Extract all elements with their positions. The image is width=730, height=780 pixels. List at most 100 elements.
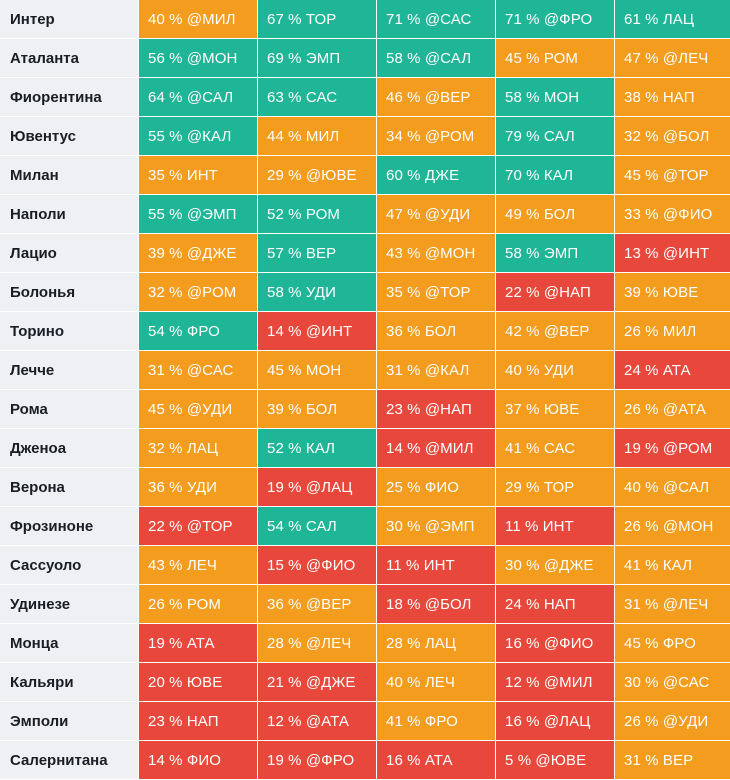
team-name: Рома: [0, 390, 138, 428]
match-cell: 40 % @МИЛ: [139, 0, 257, 38]
match-cell: 20 % ЮВЕ: [139, 663, 257, 701]
match-cell: 25 % ФИО: [377, 468, 495, 506]
match-cell: 39 % ЮВЕ: [615, 273, 730, 311]
match-cell: 54 % ФРО: [139, 312, 257, 350]
match-cell: 31 % @САС: [139, 351, 257, 389]
match-cell: 14 % @ИНТ: [258, 312, 376, 350]
match-cell: 39 % БОЛ: [258, 390, 376, 428]
match-cell: 40 % УДИ: [496, 351, 614, 389]
match-cell: 14 % @МИЛ: [377, 429, 495, 467]
team-name: Дженоа: [0, 429, 138, 467]
team-name: Фиорентина: [0, 78, 138, 116]
match-cell: 46 % @ВЕР: [377, 78, 495, 116]
match-cell: 26 % МИЛ: [615, 312, 730, 350]
match-cell: 23 % @НАП: [377, 390, 495, 428]
match-cell: 41 % ФРО: [377, 702, 495, 740]
team-name: Ювентус: [0, 117, 138, 155]
match-cell: 35 % @ТОР: [377, 273, 495, 311]
team-name: Милан: [0, 156, 138, 194]
match-cell: 55 % @КАЛ: [139, 117, 257, 155]
team-name: Болонья: [0, 273, 138, 311]
match-cell: 5 % @ЮВЕ: [496, 741, 614, 779]
team-name: Интер: [0, 0, 138, 38]
match-cell: 56 % @МОН: [139, 39, 257, 77]
match-cell: 32 % @БОЛ: [615, 117, 730, 155]
match-cell: 26 % @УДИ: [615, 702, 730, 740]
team-name: Наполи: [0, 195, 138, 233]
match-cell: 24 % АТА: [615, 351, 730, 389]
match-cell: 28 % @ЛЕЧ: [258, 624, 376, 662]
match-cell: 30 % @ЭМП: [377, 507, 495, 545]
match-cell: 45 % @УДИ: [139, 390, 257, 428]
match-cell: 45 % @ТОР: [615, 156, 730, 194]
team-name: Лацио: [0, 234, 138, 272]
match-cell: 36 % @ВЕР: [258, 585, 376, 623]
match-cell: 36 % БОЛ: [377, 312, 495, 350]
match-cell: 38 % НАП: [615, 78, 730, 116]
match-cell: 24 % НАП: [496, 585, 614, 623]
team-name: Лечче: [0, 351, 138, 389]
match-cell: 67 % ТОР: [258, 0, 376, 38]
match-cell: 16 % @ФИО: [496, 624, 614, 662]
match-cell: 44 % МИЛ: [258, 117, 376, 155]
match-cell: 71 % @ФРО: [496, 0, 614, 38]
match-cell: 52 % РОМ: [258, 195, 376, 233]
match-cell: 35 % ИНТ: [139, 156, 257, 194]
match-cell: 58 % УДИ: [258, 273, 376, 311]
match-cell: 19 % @ЛАЦ: [258, 468, 376, 506]
match-cell: 26 % @АТА: [615, 390, 730, 428]
match-cell: 16 % АТА: [377, 741, 495, 779]
match-cell: 61 % ЛАЦ: [615, 0, 730, 38]
match-cell: 45 % РОМ: [496, 39, 614, 77]
match-cell: 55 % @ЭМП: [139, 195, 257, 233]
match-cell: 29 % @ЮВЕ: [258, 156, 376, 194]
match-cell: 70 % КАЛ: [496, 156, 614, 194]
match-cell: 15 % @ФИО: [258, 546, 376, 584]
match-cell: 69 % ЭМП: [258, 39, 376, 77]
match-cell: 64 % @САЛ: [139, 78, 257, 116]
match-cell: 58 % МОН: [496, 78, 614, 116]
match-cell: 79 % САЛ: [496, 117, 614, 155]
match-cell: 29 % ТОР: [496, 468, 614, 506]
match-cell: 43 % @МОН: [377, 234, 495, 272]
match-cell: 39 % @ДЖЕ: [139, 234, 257, 272]
match-cell: 45 % ФРО: [615, 624, 730, 662]
match-cell: 16 % @ЛАЦ: [496, 702, 614, 740]
match-cell: 47 % @ЛЕЧ: [615, 39, 730, 77]
match-cell: 11 % ИНТ: [496, 507, 614, 545]
match-cell: 28 % ЛАЦ: [377, 624, 495, 662]
match-cell: 31 % ВЕР: [615, 741, 730, 779]
match-cell: 31 % @КАЛ: [377, 351, 495, 389]
match-cell: 21 % @ДЖЕ: [258, 663, 376, 701]
match-cell: 12 % @МИЛ: [496, 663, 614, 701]
team-name: Верона: [0, 468, 138, 506]
match-cell: 63 % САС: [258, 78, 376, 116]
match-cell: 26 % @МОН: [615, 507, 730, 545]
match-cell: 40 % ЛЕЧ: [377, 663, 495, 701]
team-name: Сассуоло: [0, 546, 138, 584]
match-cell: 43 % ЛЕЧ: [139, 546, 257, 584]
match-cell: 19 % АТА: [139, 624, 257, 662]
team-name: Монца: [0, 624, 138, 662]
team-name: Салернитана: [0, 741, 138, 779]
match-cell: 18 % @БОЛ: [377, 585, 495, 623]
match-cell: 36 % УДИ: [139, 468, 257, 506]
match-cell: 19 % @РОМ: [615, 429, 730, 467]
match-cell: 22 % @ТОР: [139, 507, 257, 545]
match-cell: 30 % @ДЖЕ: [496, 546, 614, 584]
team-name: Кальяри: [0, 663, 138, 701]
match-cell: 19 % @ФРО: [258, 741, 376, 779]
match-cell: 13 % @ИНТ: [615, 234, 730, 272]
match-cell: 47 % @УДИ: [377, 195, 495, 233]
match-cell: 58 % @САЛ: [377, 39, 495, 77]
team-name: Аталанта: [0, 39, 138, 77]
match-cell: 22 % @НАП: [496, 273, 614, 311]
match-cell: 37 % ЮВЕ: [496, 390, 614, 428]
match-cell: 60 % ДЖЕ: [377, 156, 495, 194]
match-cell: 12 % @АТА: [258, 702, 376, 740]
match-cell: 33 % @ФИО: [615, 195, 730, 233]
match-cell: 11 % ИНТ: [377, 546, 495, 584]
match-cell: 14 % ФИО: [139, 741, 257, 779]
team-name: Удинезе: [0, 585, 138, 623]
